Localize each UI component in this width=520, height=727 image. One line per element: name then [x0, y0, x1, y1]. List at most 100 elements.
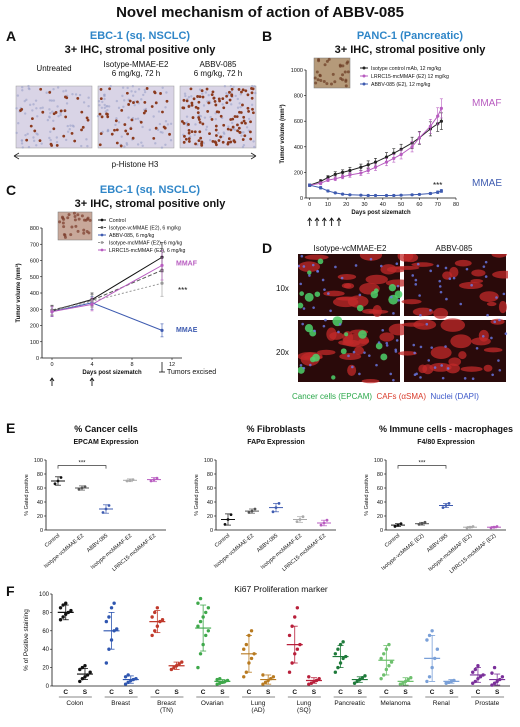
phh3-dot [52, 112, 56, 116]
data-point [129, 678, 133, 683]
phh3-dot [200, 89, 204, 93]
y-tick-label: 400 [30, 291, 39, 297]
subcategory-label: C [201, 689, 206, 696]
nucleus-dot [87, 104, 90, 108]
dapi-signal [396, 284, 400, 288]
caf-signal [491, 254, 508, 258]
data-point [247, 511, 251, 514]
nucleus-dot [142, 93, 145, 97]
phh3-dot [214, 124, 218, 128]
data-point [428, 191, 432, 196]
legend-label: Isotype-vcMMAE (E2), 6 mg/kg [109, 226, 181, 232]
inset-dot [322, 80, 326, 84]
phh3-dot [181, 106, 185, 110]
data-point [481, 673, 485, 677]
subcategory-label: C [292, 689, 297, 696]
data-point [107, 647, 111, 651]
nucleus-dot [86, 144, 89, 148]
data-point [204, 610, 208, 615]
data-point [312, 679, 316, 684]
data-point [319, 523, 323, 527]
y-tick-label: 60 [37, 486, 43, 492]
phh3-dot [136, 100, 139, 104]
phh3-dot [219, 135, 223, 139]
dapi-signal [369, 257, 373, 261]
caf-signal [335, 296, 359, 301]
phh3-dot [159, 92, 162, 95]
data-point [363, 674, 367, 678]
caf-signal [492, 270, 508, 279]
nucleus-dot [56, 105, 59, 108]
nucleus-dot [240, 134, 243, 137]
significance-annotation: *** [78, 461, 86, 467]
chart-e: % Cancer cells EPCAM Expression 0 20 40 60 80 1… [24, 424, 513, 575]
nucleus-dot [31, 109, 34, 112]
y-tick-label: 800 [294, 94, 303, 100]
phh3-dot [242, 119, 246, 123]
phh3-dot [241, 103, 244, 107]
dapi-signal [465, 267, 469, 271]
phh3-dot [251, 87, 255, 91]
category-label: ABBV-085 [256, 533, 279, 554]
phh3-dot [98, 143, 102, 147]
legend-label: ABBV-085, 6 mg/kg [109, 233, 154, 239]
phh3-dot [222, 123, 226, 127]
data-point [403, 679, 408, 684]
caf-signal [298, 261, 321, 273]
x-tick-label: 20 [343, 202, 349, 208]
nucleus-dot [40, 142, 43, 145]
data-point [392, 151, 396, 155]
caf-signal [372, 304, 382, 318]
phh3-dot [125, 91, 129, 95]
data-point [58, 606, 63, 610]
subcategory-label: S [312, 689, 317, 696]
caf-signal [429, 362, 452, 372]
data-point [78, 679, 82, 684]
data-point [290, 661, 294, 665]
data-point [80, 665, 85, 670]
legend-marker [362, 82, 366, 86]
category-label: ABBV-085 [426, 533, 449, 554]
subcategory-label: S [83, 689, 88, 696]
inset-dot [82, 231, 86, 235]
inset-dot [61, 221, 65, 225]
y-tick-label: 100 [374, 458, 383, 464]
phh3-dot [249, 120, 252, 124]
data-point [336, 665, 340, 670]
nucleus-dot [143, 88, 146, 92]
nucleus-dot [252, 140, 255, 143]
series-line-4 [51, 264, 163, 313]
nucleus-dot [123, 99, 126, 102]
dapi-signal [351, 365, 354, 369]
dapi-signal [321, 278, 325, 282]
category-label: Control [384, 533, 401, 549]
dapi-signal [459, 302, 463, 306]
nucleus-dot [250, 84, 254, 88]
data-point [125, 479, 129, 483]
data-point [64, 612, 68, 616]
chart-f: Ki67 Proliferation marker 0 20 40 60 80 100 % o… [23, 584, 510, 714]
nucleus-dot [221, 103, 224, 106]
data-point [226, 518, 230, 521]
panel-a-footer: p-Histone H3 [111, 160, 159, 169]
nucleus-dot [122, 105, 125, 109]
data-point [389, 660, 394, 664]
data-point [314, 678, 319, 683]
nucleus-dot [230, 90, 233, 94]
data-point [428, 124, 432, 128]
subcategory-label: S [174, 689, 179, 696]
dapi-signal [471, 377, 475, 380]
inset-dot [61, 216, 65, 220]
nucleus-dot [134, 90, 137, 93]
nucleus-dot [184, 94, 187, 98]
dapi-signal [375, 363, 378, 367]
nucleus-dot [198, 88, 202, 91]
phh3-dot [39, 87, 43, 91]
data-point [104, 507, 108, 511]
phh3-dot [52, 127, 56, 131]
x-tick-label: 80 [453, 202, 459, 208]
inset-dot [319, 79, 323, 83]
data-point [131, 478, 135, 481]
nucleus-dot [230, 121, 234, 125]
legend-label: LRRC15-mcMMAF (E2), 6 mg/kg [109, 248, 185, 254]
